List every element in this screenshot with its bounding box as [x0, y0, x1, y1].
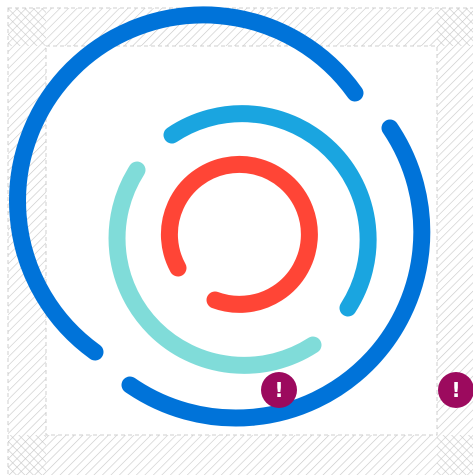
teal-arc	[108, 161, 322, 374]
padding-overlay	[7, 7, 473, 475]
warning-badge[interactable]: !	[438, 372, 473, 408]
badge-label: !	[451, 378, 460, 402]
badge-label: !	[274, 378, 283, 402]
outer-arc	[121, 119, 431, 427]
spinner	[9, 6, 431, 427]
warning-badge[interactable]: !	[261, 372, 297, 408]
middle-arc	[163, 105, 377, 317]
outer-arc	[9, 6, 364, 361]
inner-arc	[160, 155, 318, 313]
badge-circle	[261, 372, 297, 408]
badge-circle	[438, 372, 473, 408]
